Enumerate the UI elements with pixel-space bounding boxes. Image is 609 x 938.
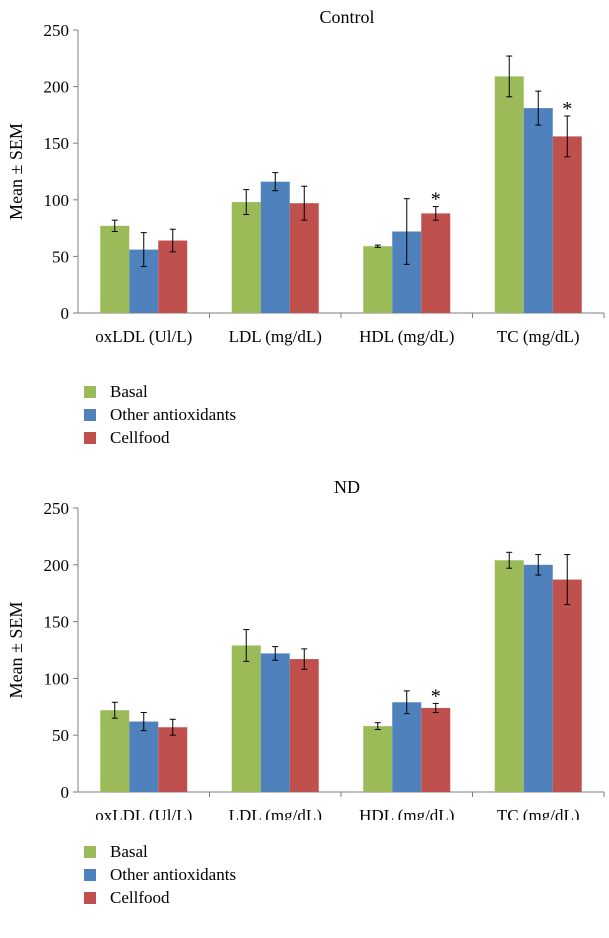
chart-panel-control: Control Mean ± SEM 0 50 100 150 200 250 oxLDL (U… bbox=[0, 0, 609, 468]
significance-marker: * bbox=[431, 685, 441, 707]
bar bbox=[421, 213, 451, 313]
x-tick-label: TC (mg/dL) bbox=[497, 806, 580, 820]
chart-panel-nd: ND Mean ± SEM 0 50 100 150 200 250 oxLDL (Ul/L) L… bbox=[0, 470, 609, 938]
bar bbox=[260, 181, 290, 313]
bar bbox=[494, 76, 524, 313]
y-tick-label: 200 bbox=[44, 556, 70, 575]
significance-marker: * bbox=[431, 189, 441, 211]
bar bbox=[289, 203, 319, 313]
legend-label: Other antioxidants bbox=[110, 865, 237, 884]
bar bbox=[100, 225, 130, 313]
x-tick-label: LDL (mg/dL) bbox=[229, 327, 322, 346]
y-tick-label: 250 bbox=[44, 21, 70, 40]
x-tick-label: HDL (mg/dL) bbox=[359, 806, 454, 820]
bar-chart: ND Mean ± SEM 0 50 100 150 200 250 oxLDL (Ul/L) L… bbox=[6, 477, 605, 820]
legend-swatch-basal bbox=[84, 846, 96, 858]
legend-swatch-other-antioxidants bbox=[84, 869, 96, 881]
bar bbox=[260, 653, 290, 792]
y-tick-label: 100 bbox=[44, 191, 70, 210]
y-tick-label: 100 bbox=[44, 669, 70, 688]
y-tick-label: 0 bbox=[61, 783, 70, 802]
legend-swatch-cellfood bbox=[84, 892, 96, 904]
legend-swatch-cellfood bbox=[84, 432, 96, 444]
y-tick-label: 250 bbox=[44, 499, 70, 518]
y-axis-label: Mean ± SEM bbox=[6, 602, 26, 699]
bar bbox=[392, 702, 422, 792]
bar bbox=[363, 246, 393, 313]
legend-swatch-basal bbox=[84, 386, 96, 398]
y-tick-label: 150 bbox=[44, 134, 70, 153]
y-axis-label: Mean ± SEM bbox=[6, 123, 26, 220]
bar bbox=[552, 579, 582, 792]
legend-label: Basal bbox=[110, 382, 148, 401]
bar bbox=[100, 710, 130, 792]
legend-label: Basal bbox=[110, 842, 148, 861]
y-tick-label: 50 bbox=[52, 726, 69, 745]
bar bbox=[158, 240, 188, 313]
legend-label: Cellfood bbox=[110, 428, 170, 447]
bar bbox=[421, 707, 451, 792]
y-tick-label: 150 bbox=[44, 613, 70, 632]
x-tick-label: oxLDL (Ul/L) bbox=[95, 806, 192, 820]
legend-label: Other antioxidants bbox=[110, 405, 237, 424]
bar bbox=[289, 659, 319, 792]
bar bbox=[363, 726, 393, 792]
x-tick-label: LDL (mg/dL) bbox=[229, 806, 322, 820]
bar bbox=[231, 645, 261, 792]
x-tick-label: oxLDL (Ul/L) bbox=[95, 327, 192, 346]
bar bbox=[552, 136, 582, 313]
x-tick-label: HDL (mg/dL) bbox=[359, 327, 454, 346]
y-tick-label: 50 bbox=[52, 247, 69, 266]
chart-title: Control bbox=[319, 7, 374, 27]
bar bbox=[523, 108, 553, 313]
chart-title: ND bbox=[334, 477, 360, 497]
bar bbox=[494, 560, 524, 792]
significance-marker: * bbox=[562, 98, 572, 120]
x-tick-label: TC (mg/dL) bbox=[497, 327, 580, 346]
bar bbox=[158, 727, 188, 792]
y-tick-label: 200 bbox=[44, 78, 70, 97]
legend-swatch-other-antioxidants bbox=[84, 409, 96, 421]
bar-chart: Control Mean ± SEM 0 50 100 150 200 250 oxLDL (U… bbox=[6, 7, 605, 346]
bar bbox=[129, 721, 159, 792]
legend-label: Cellfood bbox=[110, 888, 170, 907]
bar bbox=[231, 202, 261, 313]
bar bbox=[523, 564, 553, 792]
y-tick-label: 0 bbox=[61, 304, 70, 323]
